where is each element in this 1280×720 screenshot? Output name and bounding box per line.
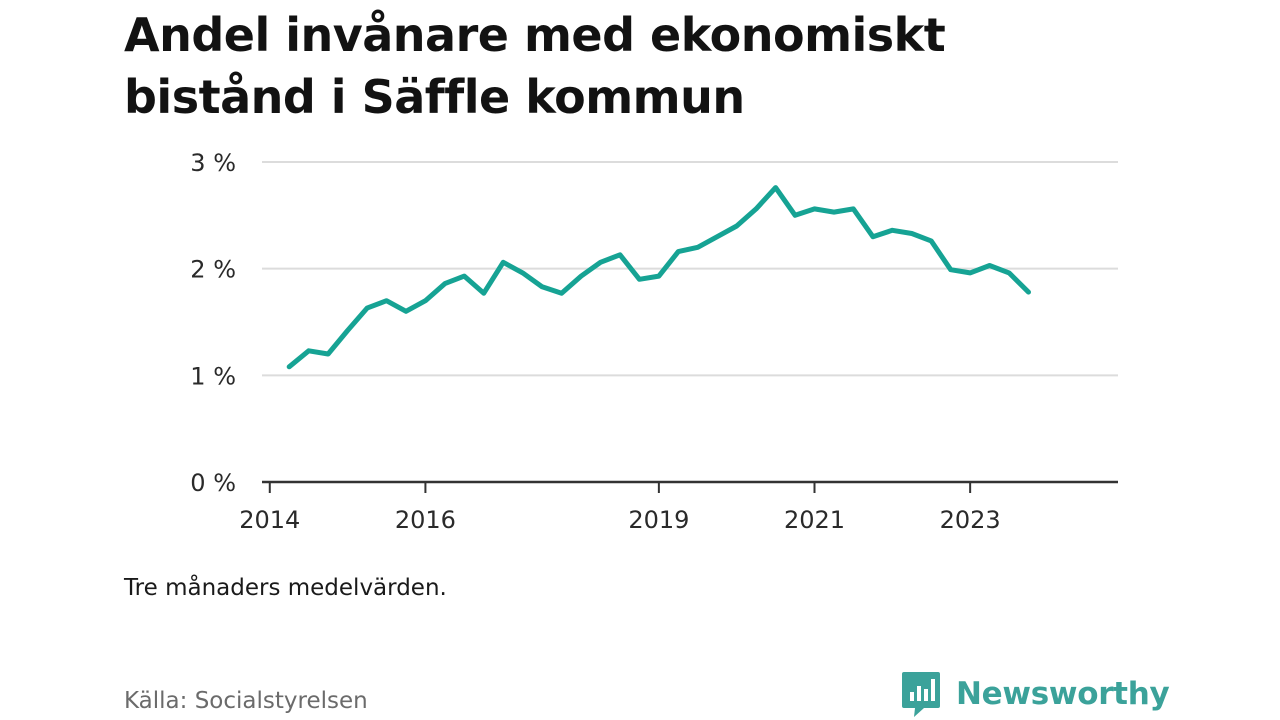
chart-title-line-2: bistånd i Säffle kommun bbox=[124, 70, 745, 124]
chart-title-line-1: Andel invånare med ekonomiskt bbox=[124, 8, 946, 62]
chart-title: Andel invånare med ekonomiskt bistånd i … bbox=[124, 4, 1124, 128]
bar-chart-speech-bubble-icon bbox=[902, 672, 940, 717]
source-credit: Källa: Socialstyrelsen bbox=[124, 688, 368, 714]
y-tick-label: 3 % bbox=[190, 149, 236, 177]
x-tick-label: 2021 bbox=[784, 506, 845, 534]
brand-logo[interactable]: Newsworthy bbox=[900, 670, 1170, 718]
x-tick-label: 2016 bbox=[395, 506, 456, 534]
y-tick-label: 2 % bbox=[190, 256, 236, 284]
x-tick-label: 2023 bbox=[940, 506, 1001, 534]
chart-note: Tre månaders medelvärden. bbox=[124, 575, 447, 601]
line-chart: 0 % 1 % 2 % 3 % 2014 2016 2019 2021 2023 bbox=[190, 149, 1118, 534]
brand-name: Newsworthy bbox=[956, 676, 1170, 712]
gridlines bbox=[262, 161, 1118, 377]
y-tick-label: 0 % bbox=[190, 469, 236, 497]
series-line bbox=[286, 185, 1031, 370]
axes: 0 % 1 % 2 % 3 % 2014 2016 2019 2021 2023 bbox=[190, 149, 1118, 534]
x-tick-label: 2014 bbox=[239, 506, 300, 534]
series bbox=[286, 185, 1031, 370]
x-tick-label: 2019 bbox=[628, 506, 689, 534]
y-tick-label: 1 % bbox=[190, 362, 236, 390]
